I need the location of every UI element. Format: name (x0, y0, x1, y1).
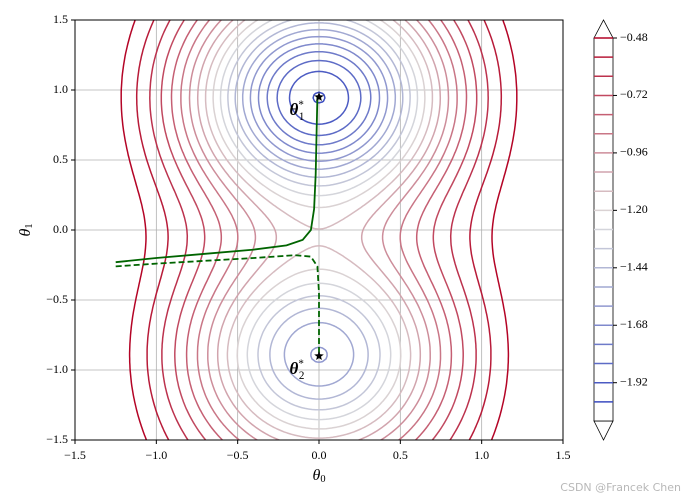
y-axis-label: θ1 (17, 223, 36, 236)
marker-label-sup: * (298, 358, 304, 370)
colorbar-tick-label: −1.92 (620, 374, 648, 388)
contour-line (288, 70, 350, 125)
colorbar-tick-label: −1.68 (620, 317, 648, 331)
colorbar-tick-label: −0.96 (620, 145, 648, 159)
contour-line (204, 20, 434, 439)
watermark: CSDN @Francek Chen (560, 481, 681, 494)
colorbar-tick-label: −0.48 (620, 30, 648, 44)
y-axis-label-sub: 1 (24, 223, 35, 228)
colorbar-tick-label: −1.20 (620, 202, 648, 216)
marker (314, 92, 324, 101)
marker-label-symbol: θ (290, 100, 299, 119)
contour-line (120, 20, 518, 440)
marker-label-sup: * (298, 99, 304, 111)
trajectory (115, 96, 319, 264)
x-tick-label: 0.5 (393, 448, 408, 462)
colorbar-extend (593, 420, 614, 441)
contour-line (249, 35, 389, 364)
marker-label-sub: 2 (299, 370, 305, 382)
contour-line (180, 20, 458, 440)
contour-line (257, 43, 381, 154)
contour-line (196, 20, 442, 440)
y-tick-label: 1.5 (53, 12, 68, 26)
x-axis-label-symbol: θ (312, 467, 320, 484)
x-tick-label: 1.5 (556, 448, 571, 462)
contour-line (170, 20, 468, 440)
x-tick-label: −1.5 (64, 448, 86, 462)
contour-line (276, 59, 362, 137)
contour-line (266, 50, 372, 146)
y-tick-label: 0.5 (53, 152, 68, 166)
marker-label-sub: 1 (299, 111, 305, 123)
x-tick-label: −0.5 (227, 448, 249, 462)
marker (314, 351, 324, 360)
contour-line (212, 20, 426, 430)
contours (120, 20, 518, 440)
colorbar-extend (593, 19, 614, 39)
y-tick-label: −0.5 (46, 292, 68, 306)
contour-line (219, 20, 419, 421)
y-tick-label: 0.0 (53, 222, 68, 236)
y-axis-label-symbol: θ (17, 229, 34, 237)
x-tick-label: 0.0 (312, 448, 327, 462)
contour-line (160, 20, 478, 440)
y-tick-label: −1.5 (46, 432, 68, 446)
x-axis-label-sub: 0 (320, 474, 325, 485)
marker-label: θ* 2 (290, 358, 305, 382)
trajectory (115, 254, 320, 356)
contour-line (149, 20, 489, 440)
x-tick-label: 1.0 (474, 448, 489, 462)
contour-line (135, 20, 503, 440)
y-tick-label: 1.0 (53, 82, 68, 96)
marker-label: θ* 1 (290, 99, 305, 123)
contour-line (188, 20, 450, 440)
contour-line (227, 20, 411, 411)
x-axis-label: θ0 (312, 467, 325, 486)
colorbar-tick-label: −0.72 (620, 87, 648, 101)
x-tick-label: −1.0 (145, 448, 167, 462)
y-tick-label: −1.0 (46, 362, 68, 376)
contour-line (234, 22, 404, 400)
colorbar-tick-label: −1.44 (620, 260, 648, 274)
marker-label-symbol: θ (290, 359, 299, 378)
contour-line (241, 28, 397, 387)
